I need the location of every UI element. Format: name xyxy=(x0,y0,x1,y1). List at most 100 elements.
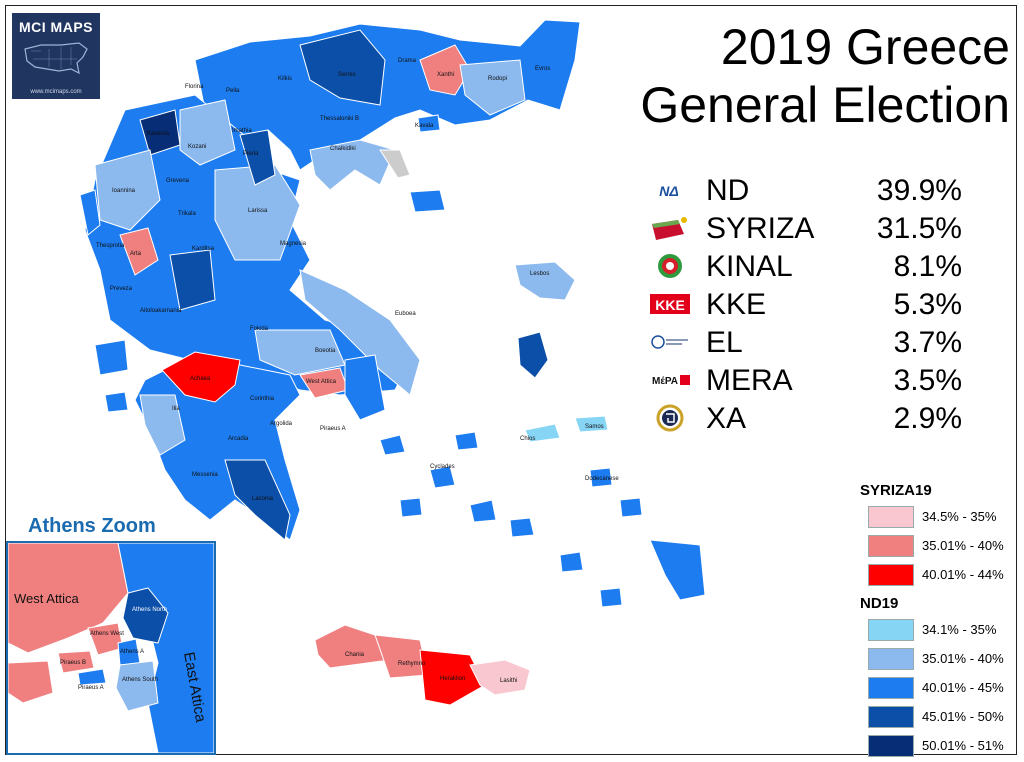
map-label: Evros xyxy=(535,66,550,72)
inset-label: West Attica xyxy=(14,591,80,606)
map-label: Xanthi xyxy=(437,72,454,78)
map-label: Larissa xyxy=(248,208,268,214)
region-larissa xyxy=(214,164,301,261)
region-euboea xyxy=(299,269,421,396)
map-label: Ilia xyxy=(172,406,180,412)
map-title: 2019 Greece General Election xyxy=(560,18,1010,134)
party-name: SYRIZA xyxy=(706,212,815,245)
legend-item: 50.01% - 51% xyxy=(860,733,1010,762)
region-laconia xyxy=(224,459,291,541)
svg-text:ΜέΡΑ: ΜέΡΑ xyxy=(652,376,678,387)
legend-item: 45.01% - 50% xyxy=(860,704,1010,733)
title-line-1: 2019 Greece xyxy=(720,19,1010,75)
result-row-nd: ΝΔ ND 39.9% xyxy=(648,172,978,210)
region-ioannina xyxy=(94,149,161,231)
legend-swatch xyxy=(868,619,914,641)
inset-label: Piraeus A xyxy=(78,685,104,691)
map-label: Kastoria xyxy=(147,131,170,137)
legend-swatch xyxy=(868,535,914,557)
mera-logo-icon: ΜέΡΑ xyxy=(652,375,690,387)
map-label: Kozani xyxy=(188,144,206,150)
map-label: Ioannina xyxy=(112,188,136,194)
map-label: Preveza xyxy=(110,286,133,292)
map-label: Thesprotia xyxy=(96,243,125,249)
legend-label: 45.01% - 50% xyxy=(922,709,1004,724)
map-label: Arcadia xyxy=(228,436,249,442)
region-serres xyxy=(299,29,386,106)
legend-swatch xyxy=(868,706,914,728)
map-label: Serres xyxy=(338,72,356,78)
athens-zoom-inset: West Attica Athens West Athens North Ath… xyxy=(6,541,216,755)
region-dodecanese xyxy=(559,467,706,608)
party-name: XA xyxy=(706,402,747,435)
map-label: Rethymno xyxy=(398,661,426,667)
map-label: Magnesia xyxy=(280,241,307,247)
legend-swatch xyxy=(868,564,914,586)
party-name: KINAL xyxy=(706,250,793,283)
result-row-el: EL 3.7% xyxy=(648,324,978,362)
result-row-xa: XA 2.9% xyxy=(648,400,978,438)
map-label: Euboea xyxy=(395,311,416,317)
region-macedonia-thrace xyxy=(194,19,581,171)
xa-logo-icon xyxy=(656,404,684,432)
map-label: Chalkidiki xyxy=(330,146,356,152)
map-legend: SYRIZA19 34.5% - 35% 35.01% - 40% 40.01%… xyxy=(860,478,1010,762)
legend-swatch xyxy=(868,506,914,528)
map-label: Piraeus A xyxy=(320,426,346,432)
result-row-mera: ΜέΡΑ MERA 3.5% xyxy=(648,362,978,400)
region-rodopi xyxy=(459,59,526,116)
party-name: MERA xyxy=(706,364,793,397)
map-label: Heraklion xyxy=(440,676,465,682)
inset-region-salamis xyxy=(8,660,54,704)
inset-title: Athens Zoom xyxy=(28,515,156,537)
map-label: Kilkis xyxy=(278,76,292,82)
region-pieria xyxy=(239,129,276,186)
kke-logo-icon: KKE xyxy=(650,294,690,314)
map-label: Samos xyxy=(585,424,604,430)
party-percentage: 3.7% xyxy=(893,326,962,359)
region-zakynthos xyxy=(104,391,129,413)
map-label: Achaea xyxy=(190,376,211,382)
party-percentage: 31.5% xyxy=(876,212,962,245)
svg-text:KKE: KKE xyxy=(655,297,685,313)
map-label: Boeotia xyxy=(315,348,336,354)
region-chios xyxy=(517,331,549,379)
region-ilia xyxy=(139,394,186,456)
result-row-kinal: KINAL 8.1% xyxy=(648,248,978,286)
map-label: Rodopi xyxy=(488,76,507,82)
map-label: Chania xyxy=(345,652,365,658)
inset-label: Athens North xyxy=(132,607,167,613)
map-label: Drama xyxy=(398,58,417,64)
map-label: Trikala xyxy=(178,211,196,217)
map-label: Arta xyxy=(130,251,142,257)
legend-swatch xyxy=(868,648,914,670)
svg-text:ΝΔ: ΝΔ xyxy=(659,183,679,199)
map-label: Grevena xyxy=(166,178,190,184)
map-label: Lasithi xyxy=(500,678,517,684)
logo-text: MCI MAPS xyxy=(19,19,93,35)
party-percentage: 2.9% xyxy=(893,402,962,435)
legend-item: 40.01% - 45% xyxy=(860,675,1010,704)
map-label: Florina xyxy=(185,84,204,90)
legend-title-syriza: SYRIZA19 xyxy=(860,482,932,499)
map-label: Karditsa xyxy=(192,246,215,252)
usa-silhouette-icon xyxy=(24,42,88,75)
legend-item: 35.01% - 40% xyxy=(860,646,1010,675)
mci-maps-logo: MCI MAPS www.mcimaps.com xyxy=(12,13,100,99)
inset-label: Athens South xyxy=(122,677,158,683)
legend-label: 50.01% - 51% xyxy=(922,738,1004,753)
legend-title-nd: ND19 xyxy=(860,595,899,612)
legend-item: 40.01% - 44% xyxy=(860,562,1010,591)
region-athos xyxy=(379,149,411,179)
region-lesbos xyxy=(514,261,576,301)
map-label: Imathia xyxy=(232,128,252,134)
region-chalkidiki xyxy=(309,139,396,191)
nd-logo-icon: ΝΔ xyxy=(652,182,686,199)
logo-url: www.mcimaps.com xyxy=(30,89,82,95)
region-cyclades xyxy=(379,431,535,538)
party-name: KKE xyxy=(706,288,767,321)
region-heraklion xyxy=(419,649,486,706)
region-lemnos xyxy=(409,189,446,213)
map-label: Pella xyxy=(226,88,240,94)
